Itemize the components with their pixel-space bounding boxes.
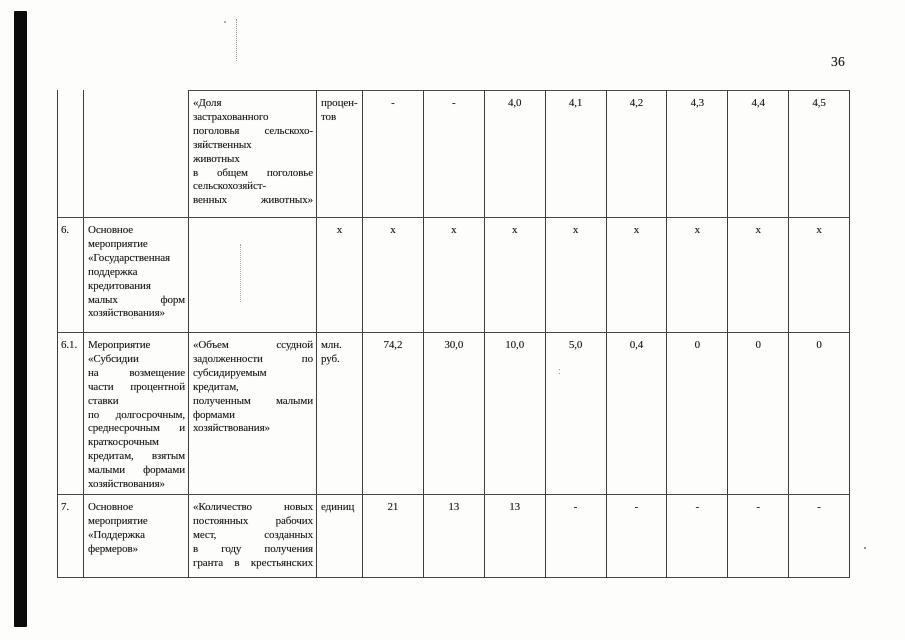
unit-cell: процен- тов — [317, 90, 363, 218]
value-cell: - — [545, 495, 607, 578]
row-number-cell — [58, 90, 84, 218]
program-indicators-table: «Доля застрахованного поголовья сельскох… — [57, 90, 850, 578]
unit-cell: млн. руб. — [317, 333, 363, 495]
scan-speck — [864, 547, 866, 549]
unit-cell: x — [317, 218, 363, 333]
value-cell: x — [606, 218, 668, 333]
value-cell: 0,4 — [606, 333, 668, 495]
value-cell: - — [789, 495, 850, 578]
value-cell: 4,4 — [728, 90, 790, 218]
row-number-cell: 7. — [58, 495, 84, 578]
indicator-cell — [189, 218, 317, 333]
value-cell: 0 — [728, 333, 790, 495]
value-cell: 4,3 — [667, 90, 729, 218]
activity-cell — [84, 90, 189, 218]
value-cell: 4,1 — [545, 90, 607, 218]
indicator-cell: «Объем ссудной задолженности по субсидир… — [189, 333, 317, 495]
binding-bar-artifact — [14, 11, 27, 627]
activity-cell: Мероприятие «Субсидии на возмещение част… — [84, 333, 189, 495]
value-cell: 13 — [423, 495, 485, 578]
activity-cell: Основное мероприятие «Государственная по… — [84, 218, 189, 333]
value-cell: 13 — [484, 495, 546, 578]
row-number-cell: 6. — [58, 218, 84, 333]
value-cell: x — [789, 218, 850, 333]
value-cell: 0 — [667, 333, 729, 495]
value-cell: - — [423, 90, 485, 218]
page-number: 36 — [831, 54, 846, 69]
unit-cell: единиц — [317, 495, 363, 578]
value-cell: x — [728, 218, 790, 333]
value-cell: 4,5 — [789, 90, 850, 218]
value-cell: 5,0 — [545, 333, 607, 495]
value-cell: 21 — [363, 495, 424, 578]
value-cell: 4,2 — [606, 90, 668, 218]
value-cell: 4,0 — [484, 90, 546, 218]
value-cell: 74,2 — [363, 333, 424, 495]
value-cell: x — [667, 218, 729, 333]
indicator-cell: «Доля застрахованного поголовья сельскох… — [189, 90, 317, 218]
value-cell: - — [363, 90, 424, 218]
row-number-cell: 6.1. — [58, 333, 84, 495]
scan-speck — [224, 21, 226, 23]
value-cell: x — [484, 218, 546, 333]
value-cell: 0 — [789, 333, 850, 495]
value-cell: x — [423, 218, 485, 333]
value-cell: - — [728, 495, 790, 578]
value-cell: 10,0 — [484, 333, 546, 495]
indicator-cell: «Количество новых постоянных рабочих мес… — [189, 495, 317, 578]
value-cell: x — [545, 218, 607, 333]
value-cell: x — [363, 218, 424, 333]
value-cell: - — [606, 495, 668, 578]
value-cell: - — [667, 495, 729, 578]
activity-cell: Основное мероприятие «Поддержка фермеров… — [84, 495, 189, 578]
value-cell: 30,0 — [423, 333, 485, 495]
scan-speck — [236, 19, 237, 61]
